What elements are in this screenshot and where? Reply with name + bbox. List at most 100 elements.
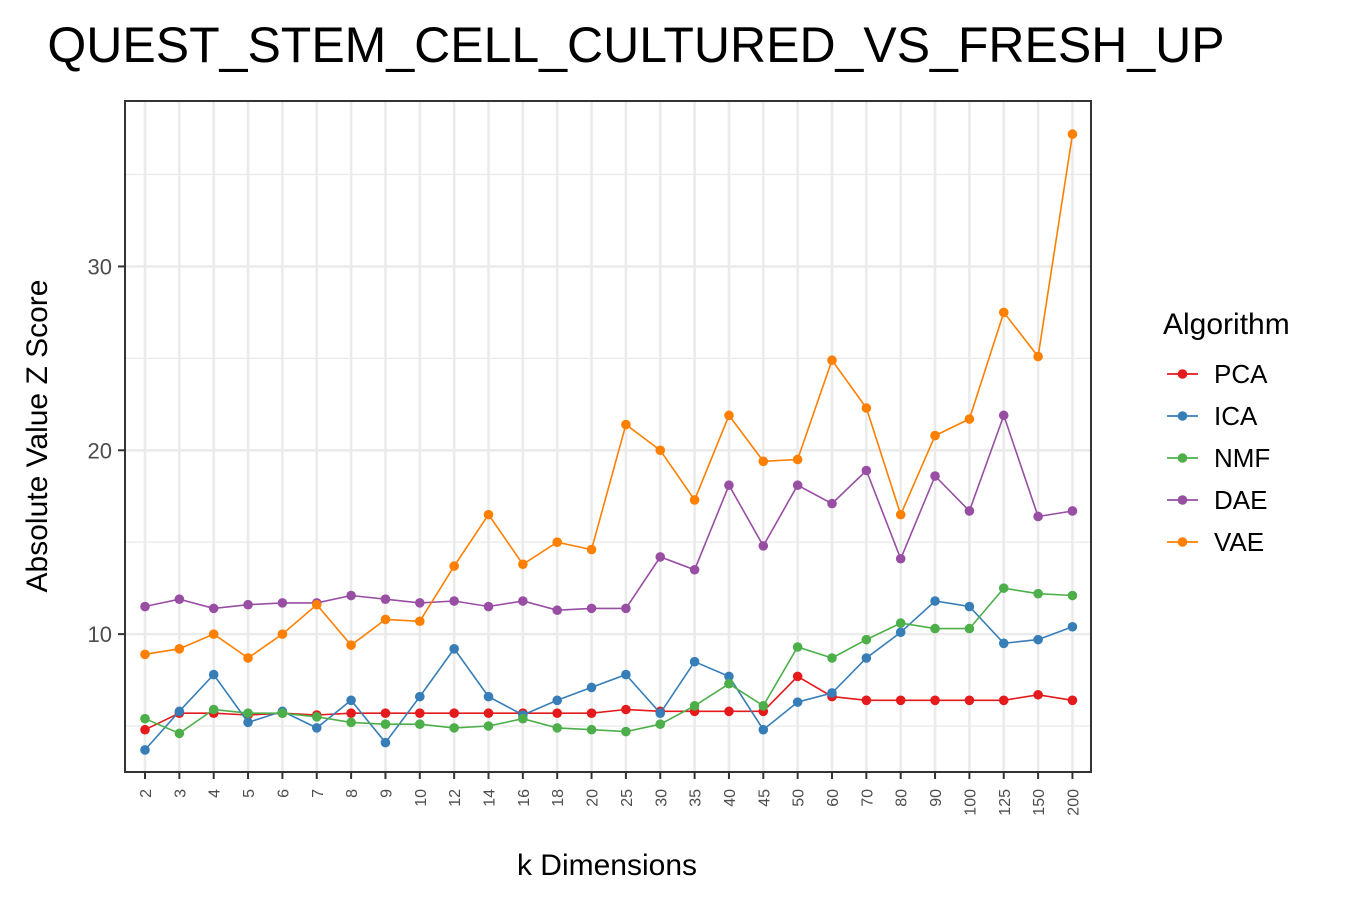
- x-tick-label: 9: [378, 789, 395, 798]
- data-point-vae: [483, 509, 494, 520]
- data-point-nmf: [243, 708, 253, 718]
- data-point-dae: [792, 480, 803, 491]
- x-tick-label: 60: [825, 789, 842, 807]
- data-point-pca: [483, 708, 494, 718]
- data-point-dae: [1033, 511, 1043, 522]
- legend-label: DAE: [1214, 485, 1267, 515]
- y-tick-label: 10: [88, 622, 112, 647]
- data-point-dae: [861, 465, 872, 476]
- x-tick-label: 25: [619, 789, 636, 807]
- data-point-dae: [1067, 506, 1078, 516]
- data-point-ica: [827, 688, 837, 698]
- legend-item-vae: VAE: [1167, 527, 1264, 557]
- data-point-nmf: [380, 719, 391, 730]
- data-point-dae: [964, 506, 975, 516]
- x-tick-label: 8: [344, 789, 361, 798]
- data-point-nmf: [552, 723, 562, 733]
- x-tick-label: 14: [482, 789, 499, 807]
- data-point-vae: [930, 430, 940, 441]
- data-point-pca: [346, 708, 356, 718]
- data-point-dae: [174, 594, 185, 604]
- x-tick-label: 20: [585, 789, 602, 807]
- x-tick-label: 40: [722, 789, 739, 807]
- data-point-pca: [1067, 695, 1078, 706]
- legend-label: PCA: [1214, 359, 1268, 389]
- data-point-nmf: [895, 618, 906, 628]
- data-point-dae: [449, 596, 459, 606]
- data-point-pca: [415, 708, 425, 718]
- data-point-nmf: [964, 623, 975, 634]
- data-point-vae: [277, 629, 288, 639]
- data-point-vae: [140, 649, 150, 660]
- data-point-dae: [689, 564, 700, 575]
- data-point-vae: [621, 419, 631, 430]
- data-point-ica: [208, 669, 219, 680]
- data-point-nmf: [483, 721, 494, 731]
- data-point-ica: [1067, 621, 1078, 632]
- data-point-ica: [586, 682, 597, 693]
- legend-key-point: [1177, 537, 1188, 547]
- x-tick-label: 90: [928, 789, 945, 807]
- data-point-vae: [311, 599, 322, 610]
- data-point-vae: [518, 559, 528, 570]
- legend-key-point: [1177, 411, 1188, 421]
- data-point-pca: [449, 708, 459, 718]
- data-point-nmf: [1033, 588, 1043, 599]
- data-point-dae: [483, 601, 494, 612]
- data-point-dae: [380, 594, 391, 604]
- data-point-vae: [758, 456, 769, 467]
- data-point-vae: [346, 640, 356, 650]
- data-point-ica: [415, 691, 425, 702]
- data-point-ica: [930, 596, 940, 606]
- data-point-ica: [724, 671, 734, 682]
- y-axis-title: Absolute Value Z Score: [21, 280, 54, 593]
- series-layer: [140, 129, 1078, 755]
- x-tick-label: 10: [413, 789, 430, 807]
- x-tick-label: 50: [791, 789, 808, 807]
- data-point-nmf: [792, 642, 803, 652]
- data-point-pca: [621, 704, 631, 715]
- data-point-ica: [964, 601, 975, 612]
- data-point-pca: [140, 724, 150, 735]
- data-point-pca: [964, 695, 975, 706]
- legend-key-point: [1177, 453, 1188, 463]
- data-point-vae: [208, 629, 219, 639]
- x-tick-label: 200: [1065, 789, 1082, 816]
- data-point-vae: [964, 414, 975, 424]
- legend-item-pca: PCA: [1167, 359, 1268, 389]
- data-point-dae: [930, 471, 940, 481]
- data-point-pca: [895, 695, 906, 706]
- legend-label: ICA: [1214, 401, 1258, 431]
- data-point-ica: [689, 656, 700, 667]
- data-point-dae: [998, 410, 1009, 421]
- data-point-dae: [895, 553, 906, 564]
- x-tick-label: 100: [962, 789, 979, 816]
- data-point-ica: [998, 638, 1009, 649]
- legend-item-nmf: NMF: [1167, 443, 1270, 473]
- data-point-pca: [1033, 689, 1043, 700]
- data-point-ica: [346, 695, 356, 706]
- y-tick-label: 20: [88, 438, 112, 463]
- legend-key-point: [1177, 369, 1188, 379]
- data-point-ica: [174, 706, 185, 717]
- data-point-vae: [586, 544, 597, 555]
- data-point-nmf: [724, 678, 734, 689]
- data-point-nmf: [586, 724, 597, 735]
- data-point-dae: [277, 598, 288, 608]
- data-point-ica: [895, 627, 906, 638]
- data-point-vae: [689, 495, 700, 505]
- data-point-pca: [724, 706, 734, 717]
- data-point-dae: [140, 601, 150, 612]
- data-point-vae: [827, 355, 837, 366]
- legend-title: Algorithm: [1163, 308, 1290, 341]
- series-line-dae: [144, 412, 1073, 612]
- data-point-dae: [208, 603, 219, 614]
- data-point-pca: [380, 708, 391, 718]
- data-point-pca: [792, 671, 803, 682]
- data-point-nmf: [346, 717, 356, 728]
- data-point-nmf: [861, 634, 872, 645]
- data-point-nmf: [758, 701, 769, 711]
- data-point-nmf: [208, 704, 219, 715]
- data-point-nmf: [449, 723, 459, 733]
- data-point-nmf: [518, 713, 528, 724]
